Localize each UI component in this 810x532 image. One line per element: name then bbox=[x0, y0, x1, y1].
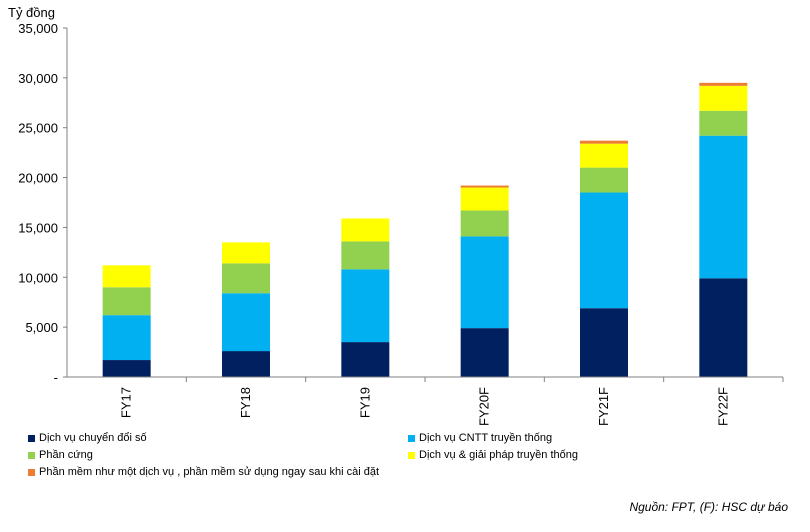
legend-item-digital-transformation: Dịch vụ chuyển đổi số bbox=[28, 432, 147, 444]
bar-segment-FY20F-1 bbox=[460, 236, 509, 329]
x-tick-label: FY22F bbox=[715, 387, 730, 426]
legend-label: Phần cứng bbox=[39, 449, 93, 461]
y-axis-unit-label: Tỷ đồng bbox=[8, 5, 55, 20]
bar-segment-FY17-3 bbox=[102, 265, 151, 288]
y-tick-label: 15,000 bbox=[18, 220, 58, 235]
bar-segment-FY22F-0 bbox=[699, 278, 748, 377]
bar-segment-FY20F-3 bbox=[460, 187, 509, 211]
bar-segment-FY22F-2 bbox=[699, 110, 748, 136]
bar-segment-FY17-2 bbox=[102, 287, 151, 316]
stacked-bar-chart: Tỷ đồng - 5,000 10,000 15,000 20,000 25,000 30… bbox=[8, 5, 784, 426]
legend-item-traditional-it: Dịch vụ CNTT truyền thống bbox=[408, 432, 552, 444]
bar-segment-FY20F-4 bbox=[460, 185, 509, 188]
legend-item-saas: Phần mềm như một dịch vụ , phần mềm sử d… bbox=[28, 466, 379, 478]
bar-segment-FY18-1 bbox=[222, 293, 270, 352]
legend-item-traditional-solutions: Dịch vụ & giải pháp truyền thống bbox=[408, 449, 578, 461]
x-tick-label: FY21F bbox=[596, 387, 611, 426]
bar-segment-FY19-3 bbox=[341, 218, 390, 242]
bar-segment-FY21F-0 bbox=[580, 308, 628, 377]
legend-swatch bbox=[28, 468, 35, 476]
legend-swatch bbox=[408, 451, 415, 459]
y-tick-label: - bbox=[54, 370, 58, 385]
legend-item-hardware: Phần cứng bbox=[28, 449, 93, 461]
legend-swatch bbox=[28, 434, 35, 442]
y-tick-label: 5,000 bbox=[25, 320, 58, 335]
bar-segment-FY21F-4 bbox=[580, 140, 628, 144]
source-note: Nguồn: FPT, (F): HSC dự báo bbox=[629, 500, 788, 514]
legend-label: Dịch vụ chuyển đổi số bbox=[39, 432, 147, 444]
legend-swatch bbox=[408, 434, 415, 442]
x-axis: FY17 FY18 FY19 FY20F FY21F FY22F bbox=[67, 376, 784, 426]
legend-label: Dịch vụ & giải pháp truyền thống bbox=[419, 449, 578, 461]
bar-segment-FY19-2 bbox=[341, 241, 390, 270]
y-tick-label: 35,000 bbox=[18, 21, 58, 36]
bar-segment-FY19-0 bbox=[341, 342, 390, 377]
x-tick-label: FY18 bbox=[238, 387, 253, 418]
y-axis: - 5,000 10,000 15,000 20,000 25,000 30,000 35,0… bbox=[18, 21, 68, 385]
bar-segment-FY22F-3 bbox=[699, 85, 748, 111]
bar-segment-FY19-1 bbox=[341, 269, 390, 343]
bar-segment-FY20F-2 bbox=[460, 210, 509, 237]
legend-swatch bbox=[28, 451, 35, 459]
bar-segment-FY21F-3 bbox=[580, 143, 628, 168]
bar-segment-FY17-0 bbox=[102, 360, 151, 377]
y-tick-label: 10,000 bbox=[18, 270, 58, 285]
x-tick-label: FY19 bbox=[357, 387, 372, 418]
bar-segment-FY20F-0 bbox=[460, 328, 509, 377]
bar-segment-FY18-2 bbox=[222, 263, 270, 294]
bar-segment-FY17-1 bbox=[102, 315, 151, 361]
legend-label: Dịch vụ CNTT truyền thống bbox=[419, 432, 553, 444]
y-tick-label: 20,000 bbox=[18, 171, 58, 186]
bar-segment-FY21F-1 bbox=[580, 192, 628, 309]
x-tick-label: FY17 bbox=[119, 387, 134, 418]
legend-label: Phần mềm như một dịch vụ , phần mềm sử d… bbox=[39, 466, 380, 478]
bar-area bbox=[102, 82, 748, 377]
bar-segment-FY22F-1 bbox=[699, 135, 748, 279]
bar-segment-FY21F-2 bbox=[580, 167, 628, 193]
y-tick-label: 30,000 bbox=[18, 71, 58, 86]
bar-segment-FY18-0 bbox=[222, 351, 270, 377]
y-tick-label: 25,000 bbox=[18, 121, 58, 136]
x-tick-label: FY20F bbox=[477, 387, 492, 426]
bar-segment-FY22F-4 bbox=[699, 82, 748, 86]
bar-segment-FY18-3 bbox=[222, 242, 270, 264]
